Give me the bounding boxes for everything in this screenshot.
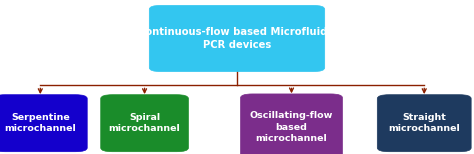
Text: Oscillating-flow
based
microchannel: Oscillating-flow based microchannel — [250, 111, 333, 143]
Text: Spiral
microchannel: Spiral microchannel — [109, 113, 181, 133]
FancyBboxPatch shape — [149, 5, 325, 72]
Text: Serpentine
microchannel: Serpentine microchannel — [4, 113, 76, 133]
Text: Continuous-flow based Microfluidic
PCR devices: Continuous-flow based Microfluidic PCR d… — [137, 27, 337, 50]
Text: Straight
microchannel: Straight microchannel — [388, 113, 460, 133]
FancyBboxPatch shape — [240, 94, 342, 154]
FancyBboxPatch shape — [0, 95, 87, 152]
FancyBboxPatch shape — [377, 95, 471, 152]
FancyBboxPatch shape — [100, 95, 188, 152]
